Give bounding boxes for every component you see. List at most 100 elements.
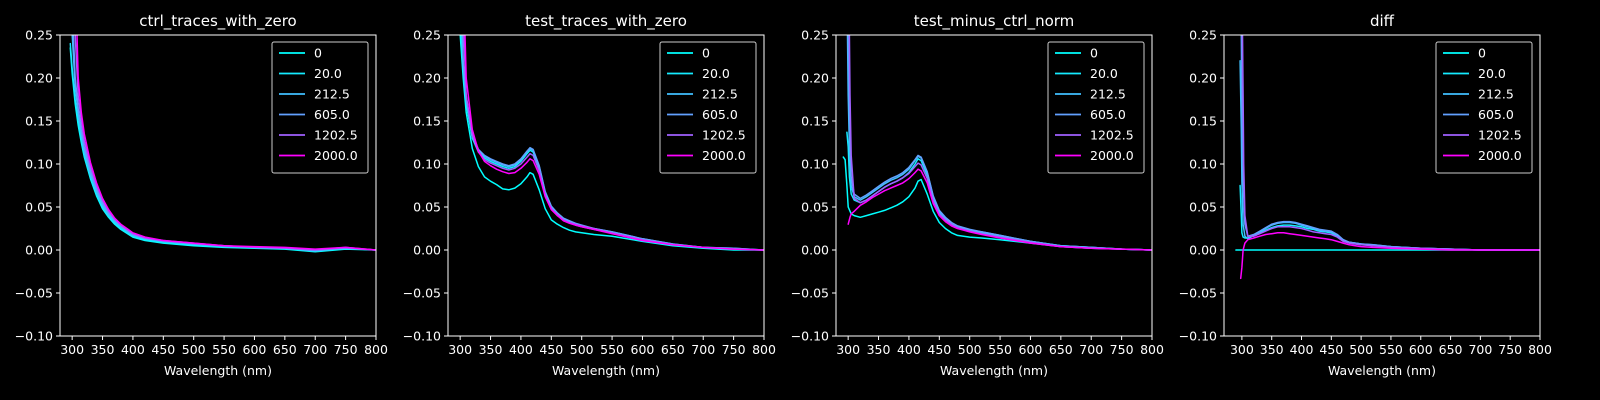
x-tick-label: 800 (1528, 342, 1552, 357)
series-line-2000.0 (847, 168, 1152, 251)
y-tick-label: 0.05 (801, 200, 829, 215)
legend-entry: 0 (1090, 46, 1098, 61)
legend: 0 20.0 212.5 605.0 1202.5 2000.0 (1047, 41, 1145, 174)
legend-entry: 1202.5 (1090, 128, 1134, 143)
plot-frame (447, 34, 765, 337)
legend-entry: 1202.5 (1478, 128, 1522, 143)
x-tick-label: 800 (752, 342, 776, 357)
y-tick-label: 0.25 (801, 28, 829, 43)
plot-frame (59, 34, 377, 337)
series-line-605.0 (847, 35, 1152, 251)
x-tick-label: 300 (60, 342, 84, 357)
y-tick-label: 0.00 (413, 243, 441, 258)
y-tick-label: −0.05 (403, 286, 441, 301)
legend: 0 20.0 212.5 605.0 1202.5 2000.0 (1435, 41, 1533, 174)
x-tick-label: 450 (1319, 342, 1343, 357)
legend-entry: 20.0 (1090, 66, 1118, 81)
x-tick-label: 600 (1409, 342, 1433, 357)
y-tick-label: −0.10 (791, 329, 829, 344)
series-line-2000.0 (1239, 232, 1540, 280)
chart-2: test_traces_with_zero Wavelength (nm) 300 3… (403, 12, 776, 378)
legend-box (1435, 41, 1533, 174)
x-tick-label: 400 (897, 342, 921, 357)
x-tick-label: 500 (570, 342, 594, 357)
series-group (842, 35, 1152, 251)
y-tick-label: 0.20 (25, 71, 53, 86)
x-tick-label: 550 (988, 342, 1012, 357)
y-tick-label: 0.25 (25, 28, 53, 43)
x-tick-label: 700 (1079, 342, 1103, 357)
y-tick-label: 0.25 (413, 28, 441, 43)
y-tick-label: 0.10 (25, 157, 53, 172)
x-tick-label: 300 (836, 342, 860, 357)
x-tick-label: 400 (509, 342, 533, 357)
legend-box (271, 41, 369, 174)
chart-3: test_minus_ctrl_norm Wavelength (nm) 300 35… (791, 12, 1164, 378)
legend-entry: 2000.0 (702, 148, 746, 163)
x-tick-label: 500 (1349, 342, 1373, 357)
y-tick-label: −0.05 (1179, 286, 1217, 301)
x-tick-label: 650 (1049, 342, 1073, 357)
legend-entry: 2000.0 (1090, 148, 1134, 163)
x-tick-label: 350 (1260, 342, 1284, 357)
y-tick-label: 0.00 (25, 243, 53, 258)
x-tick-label: 750 (334, 342, 358, 357)
x-axis-label: Wavelength (nm) (1328, 363, 1436, 378)
y-tick-label: 0.25 (1189, 28, 1217, 43)
series-line-0 (459, 35, 764, 251)
x-tick-label: 700 (691, 342, 715, 357)
chart-title: test_traces_with_zero (525, 12, 687, 31)
chart-panels: ctrl_traces_with_zero Wavelength (nm) 300 3… (15, 12, 1552, 378)
legend-entry: 2000.0 (1478, 148, 1522, 163)
x-tick-label: 300 (1230, 342, 1254, 357)
y-tick-label: 0.05 (413, 200, 441, 215)
y-tick-label: 0.00 (801, 243, 829, 258)
y-tick-label: 0.10 (413, 157, 441, 172)
series-line-1202.5 (1241, 35, 1540, 251)
x-tick-label: 700 (303, 342, 327, 357)
legend-box (1047, 41, 1145, 174)
legend-entry: 605.0 (1478, 107, 1514, 122)
y-tick-label: −0.10 (403, 329, 441, 344)
y-tick-label: −0.05 (791, 286, 829, 301)
y-tick-label: 0.20 (413, 71, 441, 86)
legend-entry: 212.5 (1090, 87, 1126, 102)
y-tick-label: 0.15 (801, 114, 829, 129)
x-tick-label: 700 (1468, 342, 1492, 357)
y-tick-label: −0.05 (15, 286, 53, 301)
y-tick-label: 0.20 (801, 71, 829, 86)
x-tick-label: 800 (1140, 342, 1164, 357)
x-tick-label: 750 (1498, 342, 1522, 357)
x-tick-label: 750 (1110, 342, 1134, 357)
series-group (459, 35, 764, 251)
y-tick-label: 0.00 (1189, 243, 1217, 258)
x-tick-label: 750 (722, 342, 746, 357)
legend-entry: 20.0 (314, 66, 342, 81)
series-line-1202.5 (848, 35, 1152, 251)
legend-entry: 212.5 (314, 87, 350, 102)
y-tick-label: 0.05 (25, 200, 53, 215)
x-tick-label: 550 (212, 342, 236, 357)
x-tick-label: 500 (182, 342, 206, 357)
x-tick-label: 650 (1439, 342, 1463, 357)
legend-box (659, 41, 757, 174)
chart-title: ctrl_traces_with_zero (139, 12, 296, 31)
legend-entry: 0 (314, 46, 322, 61)
series-line-0 (842, 156, 1152, 251)
series-group (1235, 35, 1540, 280)
x-tick-label: 350 (91, 342, 115, 357)
chart-4: diff Wavelength (nm) 300 350 400 450 500 550 600… (1179, 12, 1552, 378)
legend-entry: 212.5 (1478, 87, 1514, 102)
chart-1: ctrl_traces_with_zero Wavelength (nm) 300 3… (15, 12, 388, 378)
legend-entry: 212.5 (702, 87, 738, 102)
x-tick-label: 450 (151, 342, 175, 357)
x-tick-label: 350 (867, 342, 891, 357)
legend-entry: 605.0 (702, 107, 738, 122)
plot-frame (1223, 34, 1541, 337)
x-tick-label: 450 (927, 342, 951, 357)
x-tick-label: 600 (631, 342, 655, 357)
x-tick-label: 450 (539, 342, 563, 357)
plot-frame (835, 34, 1153, 337)
series-line-20.0 (1239, 184, 1540, 251)
series-line-605.0 (461, 35, 764, 251)
